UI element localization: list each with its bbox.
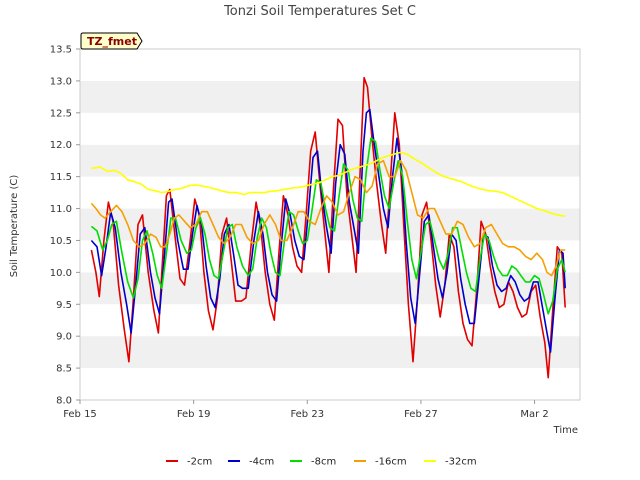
grid-band xyxy=(80,144,580,177)
y-tick-label: 12.0 xyxy=(50,140,72,151)
y-tick-label: 12.5 xyxy=(50,108,72,119)
legend-label: -4cm xyxy=(249,457,274,468)
grid-band xyxy=(80,368,580,400)
legend: -2cm -4cm -8cm -16cm -32cm xyxy=(166,457,477,468)
series-line-neg2cm xyxy=(90,76,566,379)
legend-label: -32cm xyxy=(445,457,477,468)
x-axis-label: Time xyxy=(553,425,578,436)
y-axis-label: Soil Temperature (C) xyxy=(9,175,20,278)
y-tick-label: 8.0 xyxy=(56,396,72,407)
grid-band xyxy=(80,176,580,209)
series-lines xyxy=(90,76,566,379)
y-tick-label: 11.5 xyxy=(50,172,72,183)
y-axis-ticks: 8.0 8.5 9.0 9.5 10.0 10.5 11.0 11.5 12.0 12.5 13.0… xyxy=(50,45,80,407)
y-tick-label: 9.0 xyxy=(56,332,72,343)
y-tick-label: 11.0 xyxy=(50,204,72,215)
x-tick-label: Feb 15 xyxy=(63,409,97,420)
y-tick-label: 10.0 xyxy=(50,268,72,279)
site-tag-label: TZ_fmet xyxy=(87,35,137,48)
series-line-neg4cm xyxy=(90,108,566,353)
legend-label: -8cm xyxy=(311,457,336,468)
legend-label: -2cm xyxy=(187,457,212,468)
legend-label: -16cm xyxy=(375,457,407,468)
grid-band xyxy=(80,336,580,369)
site-tag: TZ_fmet xyxy=(80,32,143,50)
y-tick-label: 13.0 xyxy=(50,76,72,87)
plot-border xyxy=(79,48,581,401)
grid-band xyxy=(80,304,580,337)
grid-band xyxy=(80,112,580,145)
x-tick-label: Feb 19 xyxy=(177,409,211,420)
series-line-neg32cm xyxy=(91,151,566,217)
y-tick-label: 8.5 xyxy=(56,364,72,375)
x-axis-ticks: Feb 15 Feb 19 Feb 23 Feb 27 Mar 2 xyxy=(63,400,549,420)
x-tick-label: Feb 27 xyxy=(404,409,438,420)
y-tick-label: 9.5 xyxy=(56,300,72,311)
x-tick-label: Mar 2 xyxy=(520,409,548,420)
chart-title: Tonzi Soil Temperatures Set C xyxy=(223,4,416,19)
grid-band xyxy=(80,80,580,113)
x-tick-label: Feb 23 xyxy=(290,409,324,420)
grid-band xyxy=(80,49,580,81)
y-tick-label: 13.5 xyxy=(50,45,72,56)
y-tick-label: 10.5 xyxy=(50,236,72,247)
series-line-neg16cm xyxy=(90,159,566,277)
